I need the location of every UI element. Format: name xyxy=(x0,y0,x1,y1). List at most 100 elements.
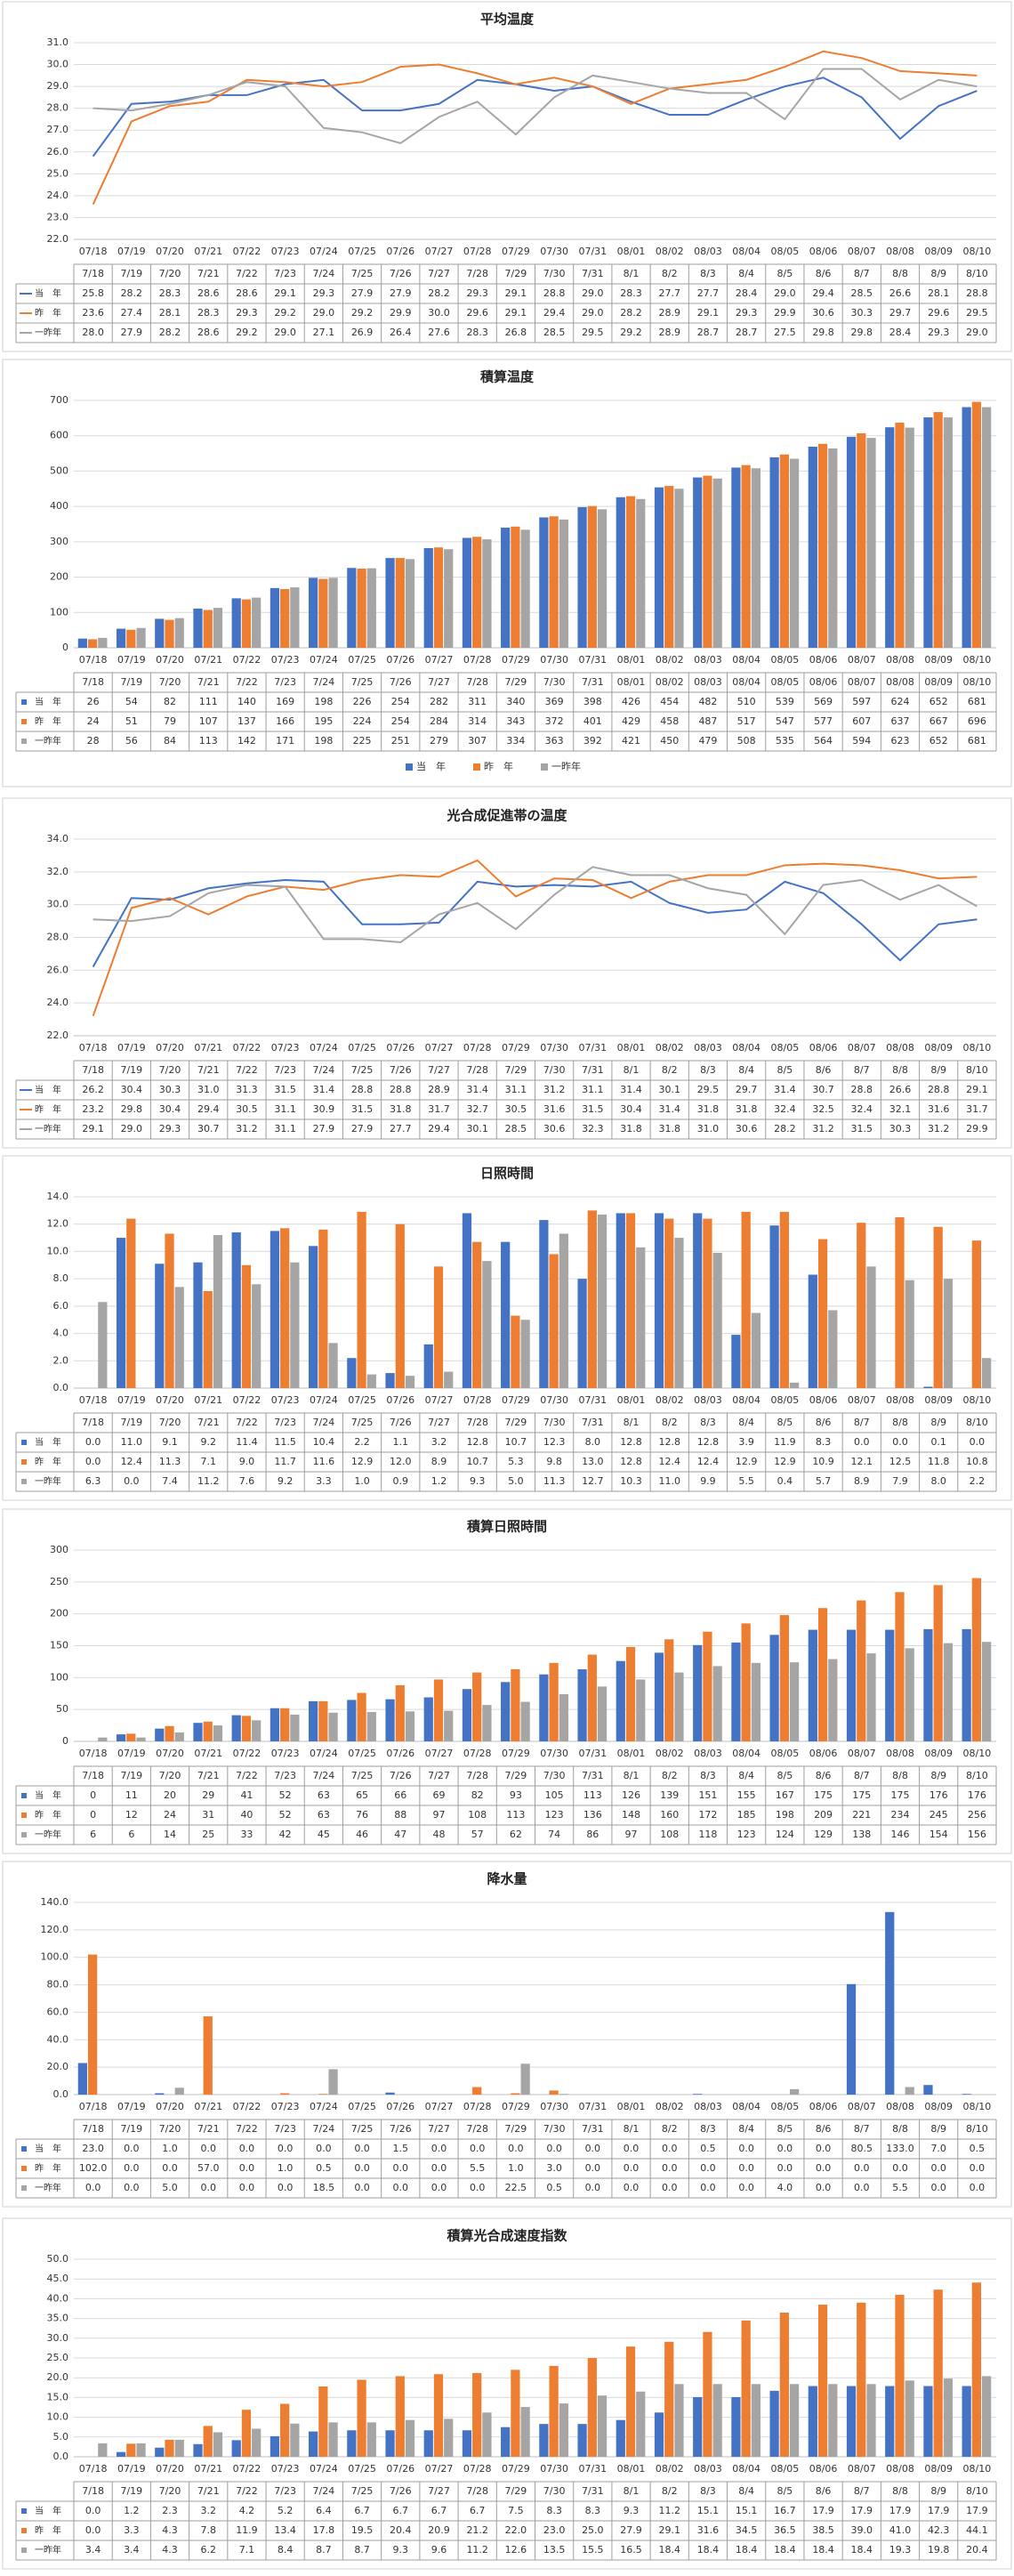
bar xyxy=(318,1700,328,1741)
table-value: 27.5 xyxy=(774,327,796,338)
bar xyxy=(366,1712,376,1741)
table-value: 29 xyxy=(202,1789,214,1801)
table-value: 4.2 xyxy=(239,2505,255,2516)
bar xyxy=(395,2376,405,2457)
x-tick-label: 07/23 xyxy=(271,2463,300,2475)
table-value: 31.2 xyxy=(812,1123,834,1135)
y-tick-label: 30.0 xyxy=(47,2332,69,2344)
x-tick-label: 07/25 xyxy=(348,654,376,666)
bar xyxy=(751,468,760,648)
x-tick-label: 07/28 xyxy=(463,2101,492,2112)
table-header: 8/2 xyxy=(662,2485,678,2497)
table-value: 30.6 xyxy=(543,1123,566,1135)
table-value: 11.4 xyxy=(236,1436,258,1448)
table-value: 597 xyxy=(852,696,871,707)
x-tick-label: 08/07 xyxy=(848,1748,876,1759)
table-value: 13.4 xyxy=(274,2524,296,2536)
y-tick-label: 30.0 xyxy=(47,899,69,910)
x-tick-label: 07/20 xyxy=(156,1042,184,1054)
table-header: 7/20 xyxy=(159,1770,181,1781)
table-value: 13.5 xyxy=(543,2544,566,2556)
table-value: 0.0 xyxy=(470,2182,486,2193)
x-tick-label: 08/07 xyxy=(848,246,876,257)
bar xyxy=(155,2447,165,2457)
x-tick-label: 07/26 xyxy=(386,246,414,257)
table-value: 0.0 xyxy=(777,2162,793,2174)
bar xyxy=(539,517,549,648)
table-value: 29.3 xyxy=(736,307,758,319)
bar xyxy=(779,1615,789,1741)
table-value: 224 xyxy=(353,715,372,727)
bar xyxy=(98,637,108,648)
table-value: 29.2 xyxy=(351,307,374,319)
bar xyxy=(664,1218,674,1388)
table-value: 32.7 xyxy=(466,1103,488,1115)
y-tick-label: 10.0 xyxy=(47,2411,69,2423)
bar xyxy=(971,1240,982,1388)
table-value: 29.1 xyxy=(505,287,527,299)
table-row-label: 当 年 xyxy=(35,2505,61,2516)
table-header: 8/9 xyxy=(930,1417,946,1428)
x-tick-label: 07/26 xyxy=(386,654,414,666)
table-value: 0.5 xyxy=(700,2143,716,2154)
table-value: 23.2 xyxy=(82,1103,104,1115)
bar xyxy=(165,2439,174,2457)
table-header: 7/20 xyxy=(159,2485,181,2497)
x-tick-label: 07/22 xyxy=(233,2101,262,2112)
table-value: 254 xyxy=(391,715,410,727)
bar xyxy=(328,2422,338,2457)
table-value: 124 xyxy=(776,1829,794,1840)
bar xyxy=(174,618,184,648)
x-tick-label: 08/04 xyxy=(732,1748,760,1759)
table-value: 26 xyxy=(87,696,100,707)
table-value: 32.4 xyxy=(851,1103,873,1115)
x-tick-label: 07/20 xyxy=(156,2463,184,2475)
table-value: 234 xyxy=(890,1809,909,1821)
table-value: 31.4 xyxy=(658,1103,680,1115)
bar xyxy=(703,2331,712,2457)
x-tick-label: 08/02 xyxy=(656,2463,684,2475)
table-header: 8/6 xyxy=(816,1770,832,1781)
table-value: 6 xyxy=(128,1829,134,1840)
table-value: 6.4 xyxy=(316,2505,332,2516)
x-tick-label: 08/05 xyxy=(771,2463,800,2475)
legend-key xyxy=(21,2528,27,2533)
x-tick-label: 08/06 xyxy=(809,246,838,257)
bar xyxy=(126,1733,136,1741)
bar xyxy=(520,1701,530,1741)
table-header: 7/28 xyxy=(466,676,488,688)
x-tick-label: 08/01 xyxy=(617,2463,646,2475)
table-value: 17.9 xyxy=(851,2505,873,2516)
x-tick-label: 08/01 xyxy=(617,1394,646,1406)
x-tick-label: 07/23 xyxy=(271,1394,300,1406)
x-tick-label: 07/27 xyxy=(425,1394,454,1406)
table-value: 0.0 xyxy=(85,1436,101,1448)
bar xyxy=(347,568,357,648)
x-tick-label: 07/27 xyxy=(425,2463,454,2475)
bar xyxy=(577,506,587,648)
table-value: 31.4 xyxy=(774,1084,796,1095)
table-header: 7/27 xyxy=(428,2123,450,2135)
bar xyxy=(241,1264,252,1388)
x-tick-label: 08/08 xyxy=(886,2101,914,2112)
bar xyxy=(616,2419,625,2457)
y-tick-label: 27.0 xyxy=(47,124,69,135)
x-tick-label: 07/19 xyxy=(117,2101,146,2112)
x-tick-label: 07/31 xyxy=(578,2101,607,2112)
bar xyxy=(203,2016,213,2095)
bar xyxy=(165,1233,174,1388)
table-value: 97 xyxy=(625,1829,638,1840)
table-value: 56 xyxy=(125,735,138,747)
table-header: 7/21 xyxy=(197,2485,220,2497)
bar xyxy=(905,427,914,648)
x-tick-label: 07/24 xyxy=(310,2101,338,2112)
table-value: 9.3 xyxy=(624,2505,640,2516)
table-value: 0.0 xyxy=(393,2162,409,2174)
x-tick-label: 08/06 xyxy=(809,2463,838,2475)
bar xyxy=(328,577,338,648)
table-header: 8/4 xyxy=(738,1770,754,1781)
y-tick-label: 200 xyxy=(50,571,68,583)
legend-swatch xyxy=(473,763,480,771)
bar xyxy=(136,627,146,648)
table-header: 7/30 xyxy=(543,676,566,688)
